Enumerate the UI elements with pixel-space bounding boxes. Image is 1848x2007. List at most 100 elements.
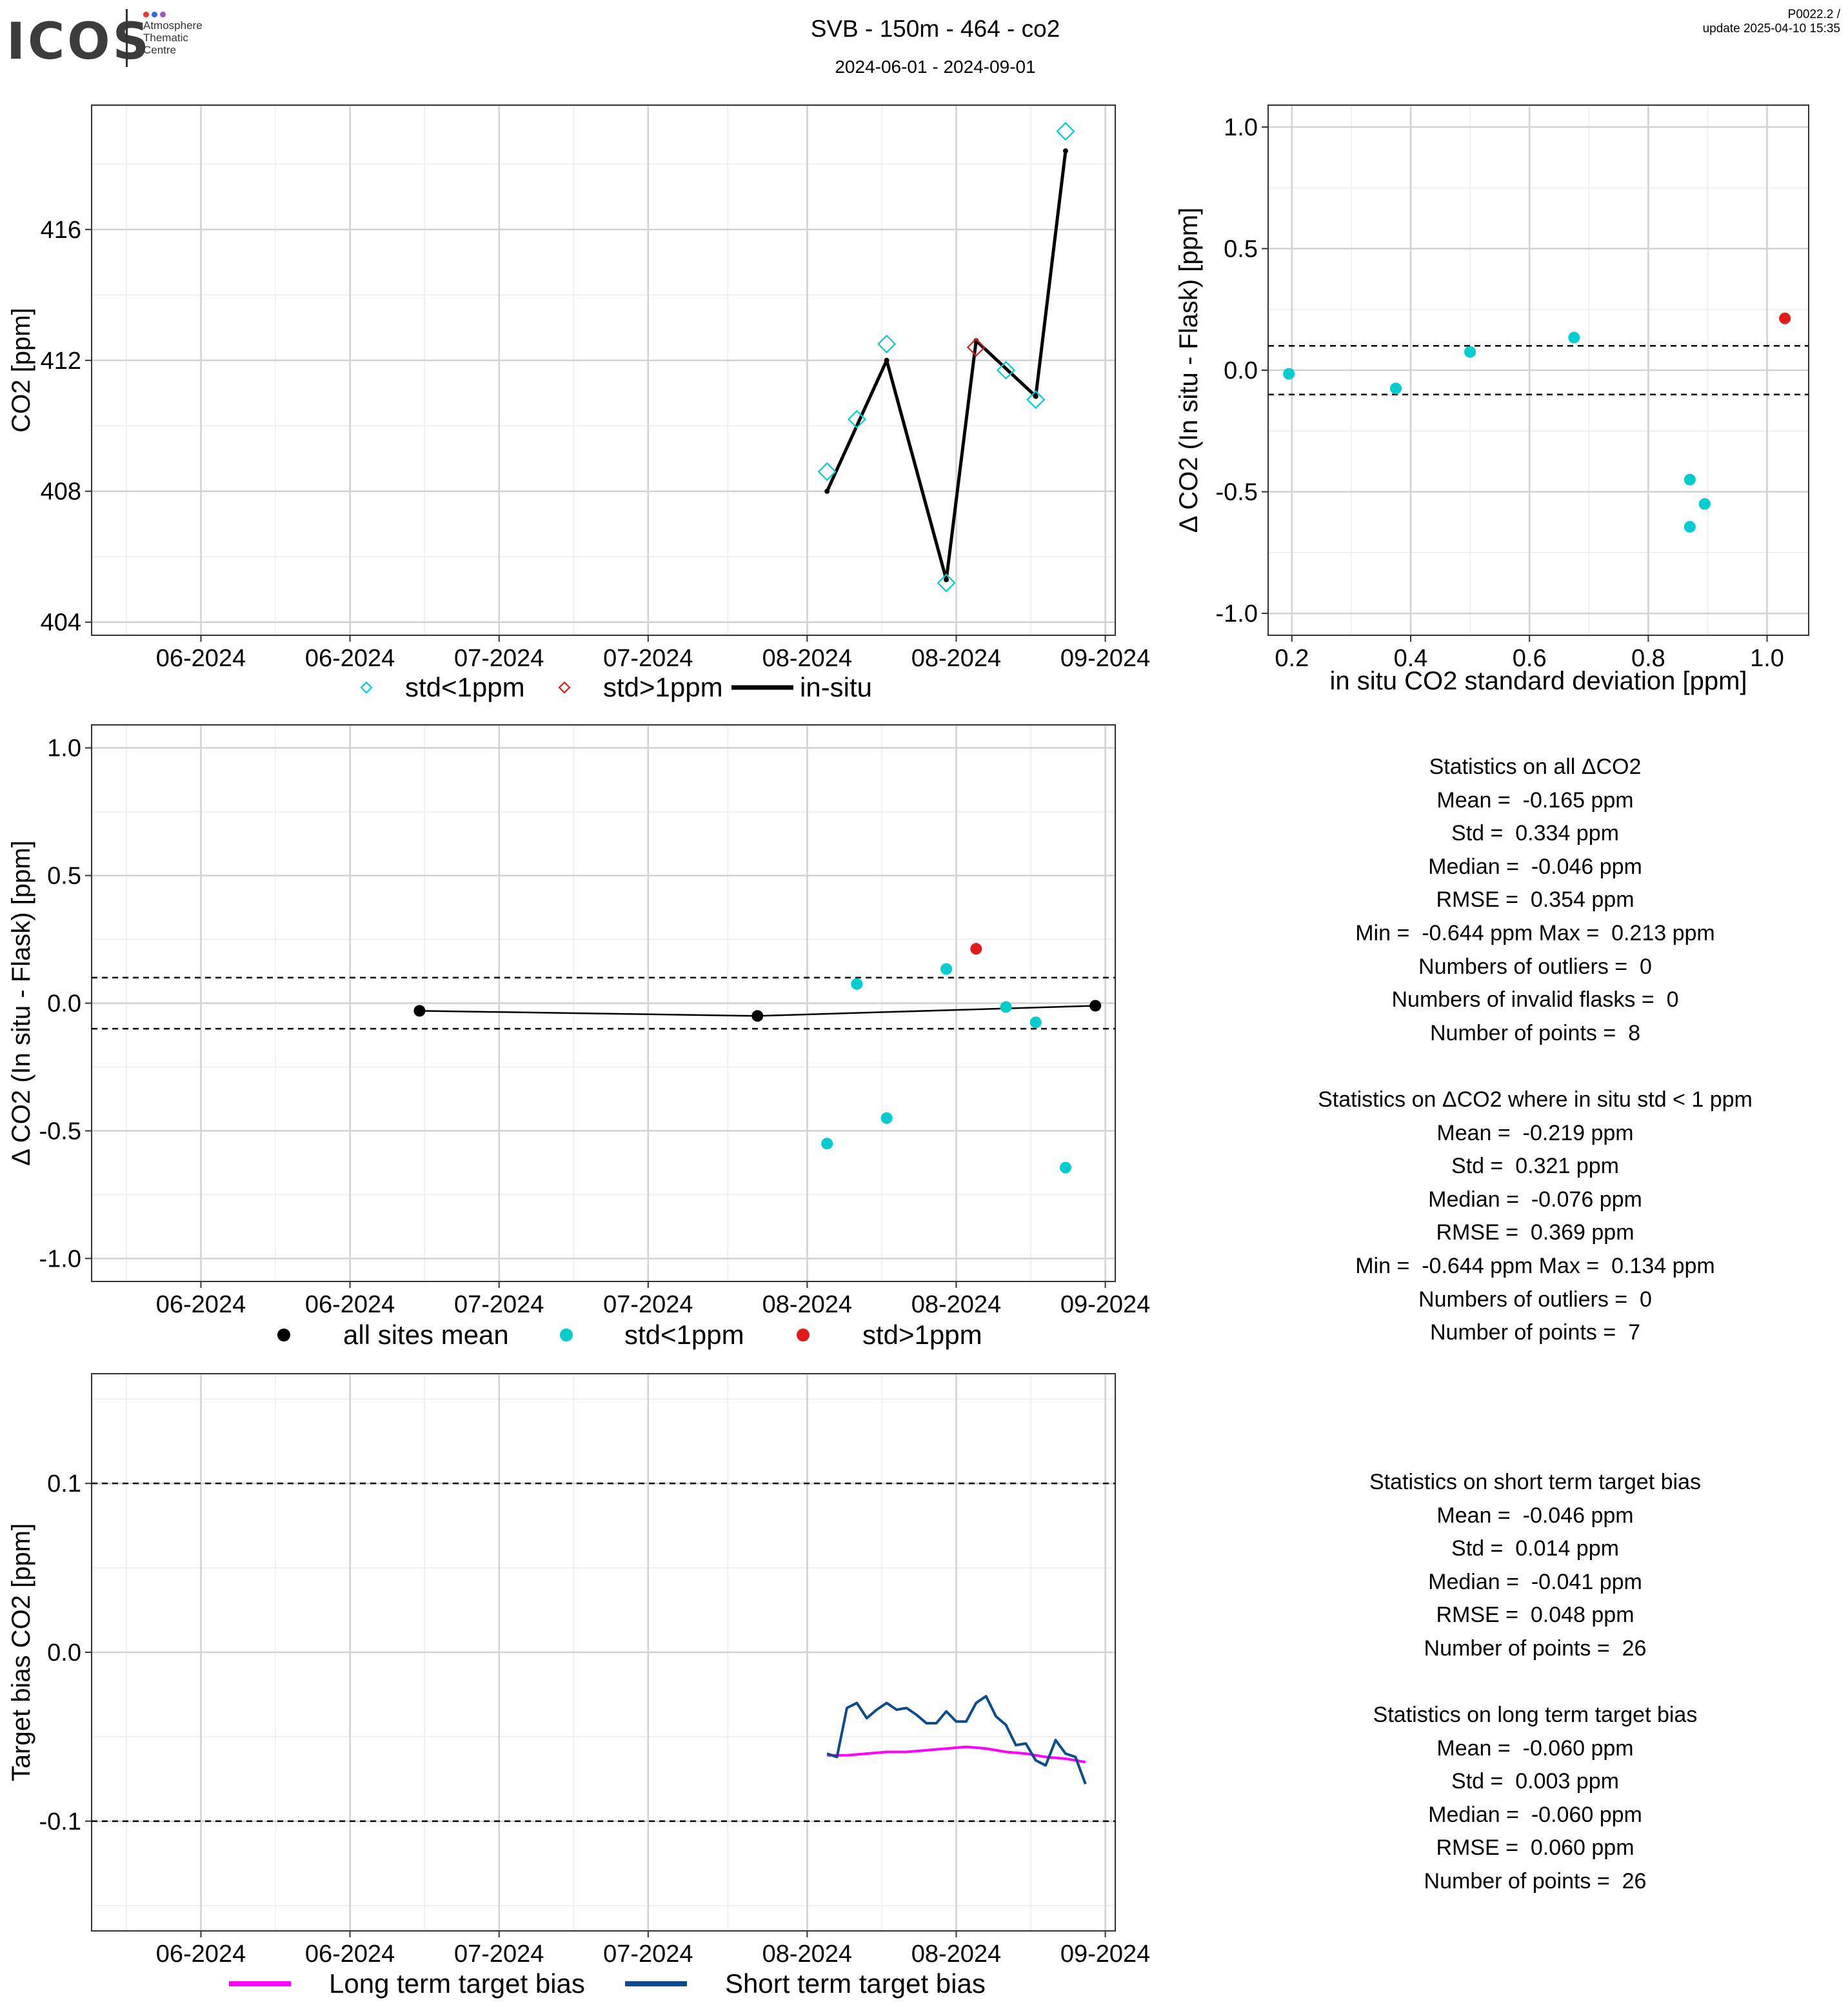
y-tick-label: 408 [41, 479, 81, 506]
legend-label: std<1ppm [405, 672, 525, 702]
in-situ-point [1033, 393, 1038, 399]
all-sites-mean-point [413, 1005, 426, 1017]
version-line: P0022.2 / [1787, 8, 1840, 21]
x-tick-label: 09-2024 [1060, 645, 1150, 672]
stats-long-term-bias: Statistics on long term target bias Mean … [1213, 1699, 1848, 1899]
std-below-1ppm-point [851, 978, 863, 990]
flask-std-below-1ppm-marker [996, 361, 1016, 380]
x-tick-label: 06-2024 [156, 1291, 246, 1318]
y-tick-label: -0.5 [39, 1118, 81, 1145]
plot-border [91, 724, 1116, 1282]
stats-line: RMSE = 0.060 ppm [1436, 1835, 1634, 1861]
stats-all-delta: Statistics on all ΔCO2 Mean = -0.165 ppm S… [1213, 751, 1848, 1050]
y-tick-label: 0.1 [47, 1470, 81, 1498]
y-axis-title: Δ CO2 (In situ - Flask) [ppm] [1175, 208, 1203, 533]
std-below-1ppm-point [1464, 346, 1476, 358]
y-tick-label: -1.0 [1216, 600, 1258, 628]
std-below-1ppm-point [1568, 331, 1580, 344]
legend-key [277, 1329, 290, 1341]
y-tick-label: -1.0 [39, 1245, 81, 1272]
std-below-1ppm-point [1698, 498, 1711, 510]
y-axis-title: CO2 [ppm] [7, 308, 35, 432]
x-tick-label: 08-2024 [762, 1941, 852, 1968]
stats-line: RMSE = 0.354 ppm [1436, 887, 1634, 913]
legend-label: std>1ppm [862, 1320, 982, 1350]
y-tick-label: 1.0 [47, 735, 81, 762]
flask-std-above-1ppm-marker [966, 337, 986, 357]
page-title: SVB - 150m - 464 - co2 [810, 15, 1060, 42]
stats-line: Mean = -0.060 ppm [1436, 1735, 1634, 1761]
stats-line: RMSE = 0.369 ppm [1436, 1220, 1634, 1245]
stats-title: Statistics on all ΔCO2 [1429, 755, 1642, 779]
logo-dot-3 [160, 12, 166, 17]
short-term-bias-line [826, 1695, 1087, 1785]
logo-subtitle: Atmosphere Thematic Centre [143, 19, 203, 56]
x-tick-label: 0.2 [1275, 645, 1309, 672]
x-tick-label: 08-2024 [762, 1291, 852, 1318]
logo-dots [143, 9, 168, 21]
legend-label: all sites mean [343, 1320, 509, 1350]
legend-label: std>1ppm [603, 672, 723, 702]
x-tick-label: 07-2024 [454, 645, 544, 672]
y-tick-label: 0.0 [47, 1639, 81, 1666]
stats-line: Min = -0.644 ppm Max = 0.134 ppm [1355, 1253, 1715, 1278]
stats-line: Median = -0.041 ppm [1428, 1569, 1642, 1594]
std-above-1ppm-point [970, 943, 982, 955]
x-tick-label: 06-2024 [305, 1291, 395, 1318]
plot-border [1267, 104, 1809, 636]
icos-logo: ICOS Atmosphere Thematic Centre [6, 9, 219, 71]
stats-line: Mean = -0.165 ppm [1436, 787, 1634, 813]
stats-line: Numbers of invalid flasks = 0 [1391, 987, 1679, 1013]
in-situ-point [944, 577, 949, 582]
stats-line: Number of points = 26 [1424, 1868, 1647, 1893]
std-below-1ppm-point [1684, 473, 1696, 486]
logo-dot-2 [152, 12, 157, 17]
stats-line: Std = 0.334 ppm [1451, 821, 1619, 846]
x-tick-label: 07-2024 [603, 645, 693, 672]
y-tick-label: 416 [41, 217, 81, 244]
legend-label: Short term target bias [725, 1968, 986, 1999]
stats-line: Median = -0.060 ppm [1428, 1802, 1642, 1827]
in-situ-point [824, 488, 830, 494]
y-tick-label: 404 [41, 609, 81, 637]
x-tick-label: 0.6 [1513, 645, 1547, 672]
stats-line: Number of points = 8 [1429, 1020, 1640, 1045]
stats-line: Mean = -0.219 ppm [1436, 1120, 1634, 1145]
y-axis-title: Δ CO2 (In situ - Flask) [ppm] [7, 840, 35, 1166]
x-tick-label: 06-2024 [156, 645, 246, 672]
stats-line: Std = 0.321 ppm [1451, 1154, 1619, 1179]
x-tick-label: 07-2024 [603, 1941, 693, 1968]
legend-label: Long term target bias [329, 1968, 585, 1999]
flask-std-below-1ppm-marker [877, 334, 897, 353]
x-tick-label: 0.8 [1631, 645, 1665, 672]
legend-label: std<1ppm [624, 1320, 744, 1350]
std-below-1ppm-point [1389, 382, 1402, 395]
logo-subtitle-line: Thematic [143, 32, 188, 44]
x-tick-label: 08-2024 [911, 1291, 1001, 1318]
stats-line: Min = -0.644 ppm Max = 0.213 ppm [1355, 920, 1715, 945]
y-tick-label: 412 [41, 348, 81, 375]
x-tick-label: 07-2024 [454, 1941, 544, 1968]
logo-subtitle-line: Atmosphere [143, 19, 203, 32]
std-below-1ppm-point [1283, 368, 1295, 380]
flask-std-below-1ppm-marker [817, 462, 837, 481]
x-tick-label: 1.0 [1750, 645, 1784, 672]
x-tick-label: 08-2024 [762, 645, 852, 672]
legend-key [360, 681, 373, 694]
stats-title: Statistics on long term target bias [1373, 1703, 1698, 1727]
version-info: P0022.2 / update 2025-04-10 15:35 [1703, 8, 1840, 36]
logo-dot-1 [143, 12, 149, 17]
plot-border [91, 104, 1116, 636]
y-tick-label: -0.1 [39, 1808, 81, 1835]
stats-line: Number of points = 26 [1424, 1636, 1647, 1661]
in-situ-point [1062, 148, 1068, 154]
x-tick-label: 08-2024 [911, 1941, 1001, 1968]
logo-text: ICOS [6, 13, 152, 71]
stats-std-below-1ppm: Statistics on ΔCO2 where in situ std < 1… [1213, 1083, 1848, 1350]
all-sites-mean-point [1089, 1000, 1102, 1012]
std-below-1ppm-point [880, 1112, 893, 1124]
flask-std-below-1ppm-marker [847, 410, 866, 429]
page-subtitle: 2024-06-01 - 2024-09-01 [835, 57, 1036, 77]
update-line: update 2025-04-10 15:35 [1702, 22, 1840, 35]
logo-divider [126, 9, 128, 67]
